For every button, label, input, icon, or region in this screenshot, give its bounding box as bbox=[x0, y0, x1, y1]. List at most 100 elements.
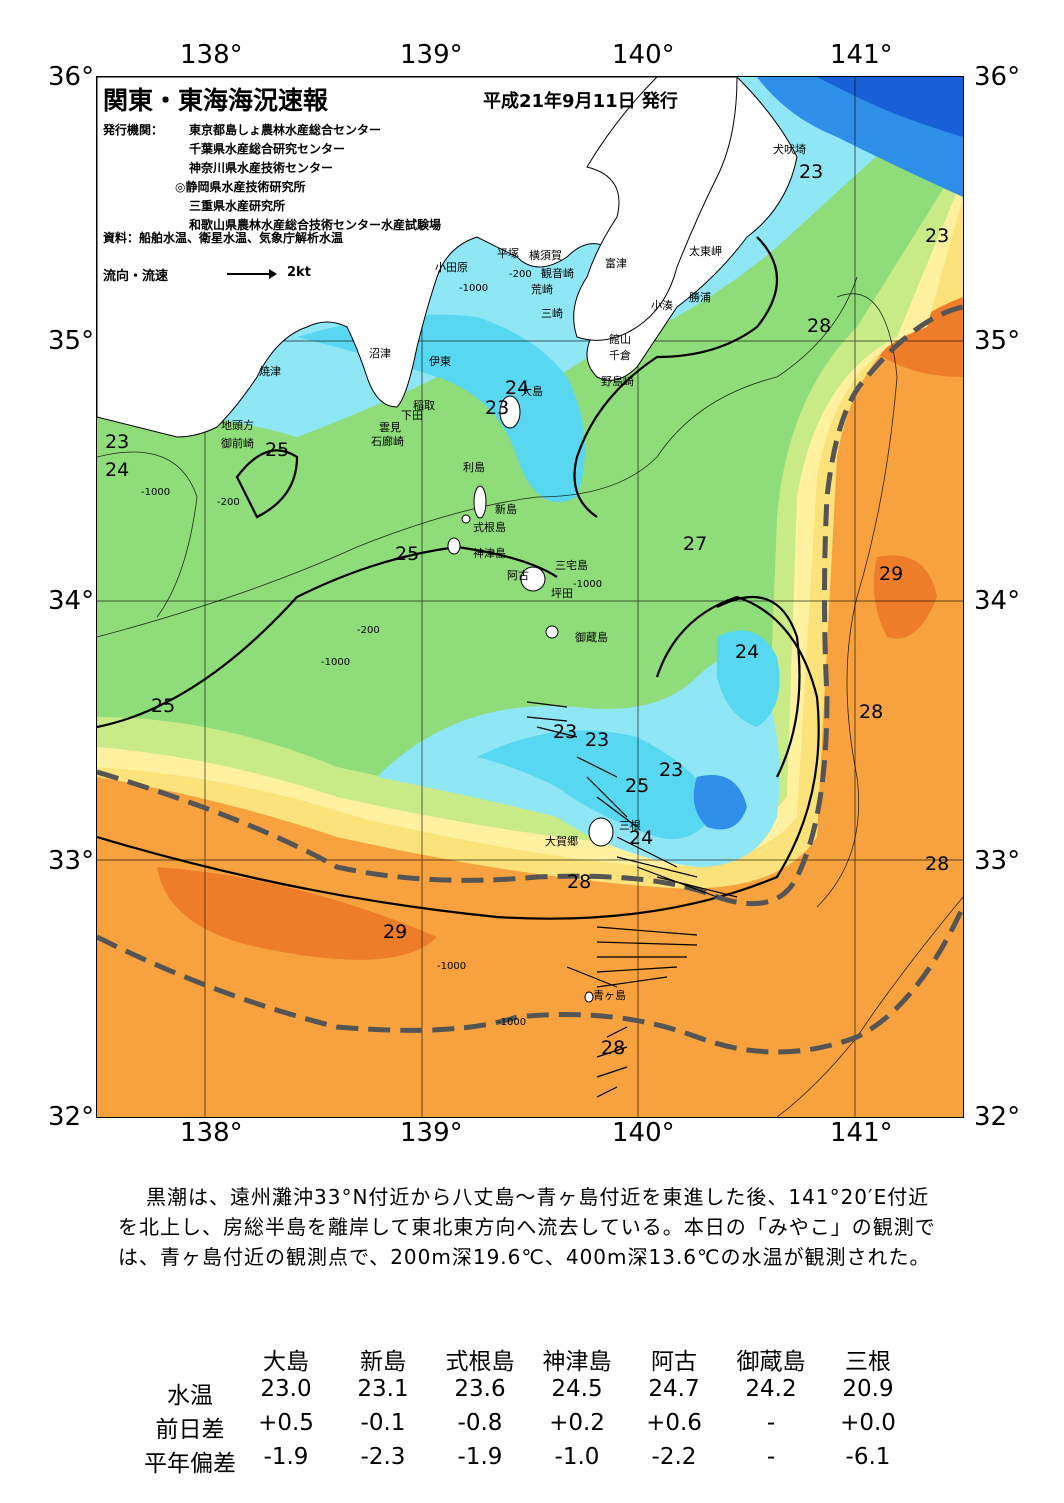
place-name: 小田原 bbox=[435, 261, 468, 274]
page-title: 関東・東海海況速報 bbox=[103, 86, 329, 115]
temperature-label: 27 bbox=[683, 533, 708, 555]
temperature-label: 23 bbox=[485, 397, 510, 419]
isotherm-contours bbox=[97, 236, 820, 920]
place-name: 千倉 bbox=[609, 349, 631, 362]
place-name: 下田 bbox=[401, 409, 423, 422]
cyan-zone-north-deep bbox=[297, 314, 585, 502]
temperature-label: 24 bbox=[105, 459, 130, 481]
cold-eddy-inner bbox=[477, 730, 717, 839]
sea-temperature-map: 関東・東海海況速報 平成21年9月11日 発行 発行機関： 東京都島しょ農林水産… bbox=[96, 76, 964, 1118]
island-kozu bbox=[447, 537, 461, 555]
table-cell: -1.9 bbox=[457, 1444, 503, 1470]
lat-label-35: 35° bbox=[48, 326, 95, 356]
place-name: 地頭方 bbox=[221, 419, 254, 432]
temperature-label: 28 bbox=[601, 1037, 626, 1059]
depth-label: -1000 bbox=[141, 487, 171, 498]
current-vectors bbox=[526, 701, 738, 1098]
column-header: 神津島 bbox=[542, 1349, 612, 1375]
island-miyake bbox=[520, 566, 546, 592]
place-name: 三宅島 bbox=[555, 559, 588, 572]
issuer-item: ◎静岡県水産技術研究所 bbox=[175, 180, 306, 194]
temperature-label: 29 bbox=[879, 563, 904, 585]
row-header: 平年偏差 bbox=[144, 1451, 236, 1477]
data-source: 資料：船舶水温、衛星水温、気象庁解析水温 bbox=[103, 231, 344, 245]
island-mikura bbox=[545, 625, 559, 639]
table-cell: -0.1 bbox=[360, 1410, 406, 1436]
depth-label: -1000 bbox=[573, 579, 603, 590]
depth-label: -1000 bbox=[437, 961, 467, 972]
place-name: 犬吠埼 bbox=[773, 143, 806, 156]
depth-label: -200 bbox=[357, 625, 380, 636]
temperature-label: 24 bbox=[735, 641, 760, 663]
row-header: 水温 bbox=[167, 1383, 213, 1409]
depth-label: -200 bbox=[217, 497, 240, 508]
lon-label-138-bottom: 138° bbox=[180, 1118, 243, 1148]
place-name: 阿古 bbox=[507, 569, 529, 582]
column-header: 式根島 bbox=[445, 1349, 515, 1375]
place-name: 沼津 bbox=[369, 347, 391, 360]
depth-label: -1000 bbox=[497, 1017, 527, 1028]
issuer-item: 千葉県水産総合研究センター bbox=[189, 142, 346, 156]
map-canvas bbox=[97, 77, 963, 1117]
place-name: 野島崎 bbox=[601, 375, 634, 388]
table-cell: -1.0 bbox=[554, 1444, 600, 1470]
table-cell: - bbox=[766, 1444, 776, 1470]
lon-label-139: 139° bbox=[400, 40, 463, 70]
table-cell: 24.2 bbox=[745, 1376, 797, 1402]
place-name: 雲見 bbox=[379, 421, 401, 434]
table-cell: - bbox=[766, 1410, 776, 1436]
table-cell: 23.6 bbox=[454, 1376, 506, 1402]
temperature-label: 23 bbox=[799, 161, 824, 183]
column-header: 新島 bbox=[360, 1349, 406, 1375]
temperature-label: 23 bbox=[553, 721, 578, 743]
temperature-label: 23 bbox=[105, 431, 130, 453]
table-cell: +0.5 bbox=[258, 1410, 314, 1436]
place-name: 神津島 bbox=[473, 547, 506, 560]
temperature-label: 28 bbox=[859, 701, 884, 723]
table-cell: 23.1 bbox=[357, 1376, 409, 1402]
place-name: 荒崎 bbox=[531, 283, 553, 296]
table-cell: 24.7 bbox=[648, 1376, 700, 1402]
land-boso bbox=[573, 77, 738, 341]
lat-label-36-right: 36° bbox=[974, 62, 1021, 92]
depth-label: -1000 bbox=[321, 657, 351, 668]
temperature-label: 23 bbox=[925, 225, 950, 247]
lat-label-32: 32° bbox=[48, 1102, 95, 1132]
place-name: 富津 bbox=[605, 257, 627, 270]
lon-label-138: 138° bbox=[180, 40, 243, 70]
column-header: 御蔵島 bbox=[736, 1349, 806, 1375]
table-cell: -0.8 bbox=[457, 1410, 503, 1436]
latitude-labels-left: 36° 35° 34° 33° 32° bbox=[0, 0, 96, 1503]
island-shikine bbox=[461, 514, 471, 524]
table-cell: +0.6 bbox=[646, 1410, 702, 1436]
lon-label-141-bottom: 141° bbox=[830, 1118, 893, 1148]
cold-eddy-core bbox=[693, 775, 747, 830]
place-name: 御前崎 bbox=[221, 437, 254, 450]
issue-date: 平成21年9月11日 発行 bbox=[483, 91, 678, 112]
depth-label: -1000 bbox=[459, 283, 489, 294]
temperature-label: 23 bbox=[585, 729, 610, 751]
lat-label-34: 34° bbox=[48, 586, 95, 616]
table-cell: 23.0 bbox=[260, 1376, 312, 1402]
temperature-label: 28 bbox=[567, 871, 592, 893]
place-name: 稲取 bbox=[413, 399, 435, 412]
place-name: 御蔵島 bbox=[575, 631, 608, 644]
lat-label-35-right: 35° bbox=[974, 326, 1021, 356]
commentary-paragraph: 黒潮は、遠州灘沖33°N付近から八丈島～青ヶ島付近を東進した後、141°20′E… bbox=[118, 1185, 936, 1269]
place-name: 新島 bbox=[495, 503, 517, 516]
issuer-item: 神奈川県水産技術センター bbox=[189, 161, 334, 175]
place-name: 坪田 bbox=[551, 587, 573, 600]
longitude-labels-top: 138° 139° 140° 141° bbox=[0, 40, 1064, 70]
table-cell: 20.9 bbox=[842, 1376, 894, 1402]
issuer-item: 東京都島しょ農林水産総合センター bbox=[189, 123, 382, 137]
lat-label-33-right: 33° bbox=[974, 846, 1021, 876]
issuer-label: 発行機関： bbox=[103, 123, 164, 137]
warm-core-dark-29 bbox=[873, 555, 937, 639]
place-name: 勝浦 bbox=[689, 291, 711, 304]
warm-core-dark bbox=[157, 867, 437, 960]
deep-blue-zone-ne bbox=[817, 77, 963, 137]
issuer-item: 和歌山県農林水産総合技術センター水産試験場 bbox=[189, 218, 442, 232]
temperature-label: 24 bbox=[505, 377, 530, 399]
column-header: 大島 bbox=[263, 1349, 309, 1375]
lon-label-140: 140° bbox=[612, 40, 675, 70]
